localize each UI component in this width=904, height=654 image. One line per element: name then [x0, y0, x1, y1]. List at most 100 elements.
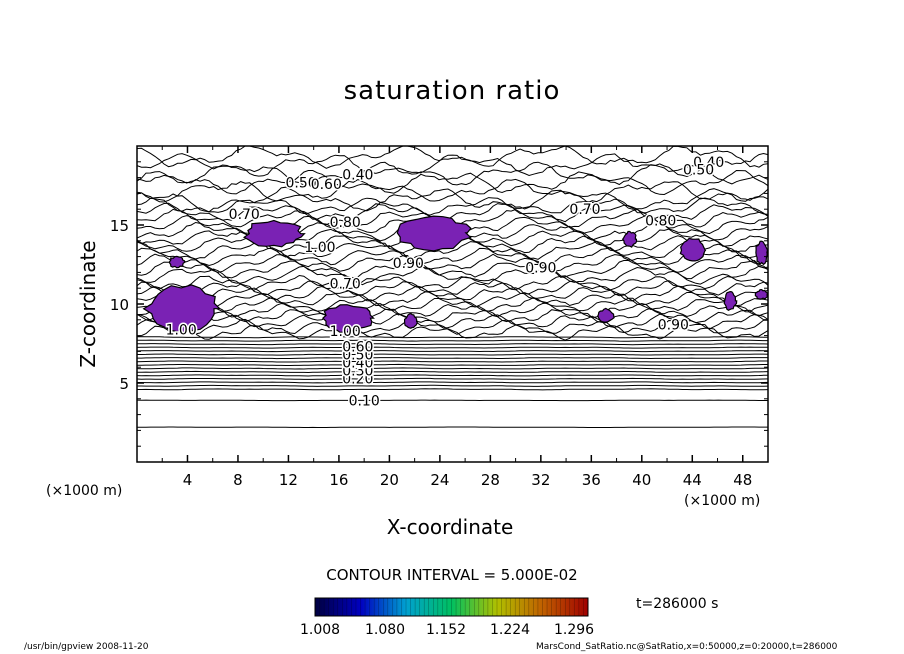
- contour-labels: 0.100.200.300.400.500.600.700.700.80 0.80…: [164, 153, 726, 411]
- supersaturated-region: [142, 284, 222, 334]
- x-axis-title: X-coordinate: [386, 515, 514, 539]
- colorbar-label-4: 1.224: [490, 622, 531, 638]
- contour-line: [136, 152, 769, 178]
- contour-line: [137, 370, 769, 374]
- contour-label: 0.60: [342, 340, 373, 356]
- contour-label: 1.00: [304, 240, 335, 256]
- contour-line: [137, 388, 769, 391]
- contour-label: 0.80: [645, 213, 676, 229]
- y-axis-title: Z-coordinate: [76, 240, 100, 368]
- supersaturated-region: [755, 240, 769, 266]
- contour-line: [136, 291, 769, 308]
- x-tick-label: 44: [683, 471, 702, 489]
- contour-line: [136, 318, 769, 335]
- contour-label: 0.90: [658, 318, 689, 334]
- supersaturated-region: [322, 304, 375, 333]
- contour-line: [136, 274, 769, 291]
- contour-line: [136, 247, 769, 267]
- x-tick-label: 48: [733, 471, 752, 489]
- x-tick-label: 28: [481, 471, 500, 489]
- chart-title: saturation ratio: [343, 76, 561, 106]
- contour-label: 0.90: [393, 256, 424, 272]
- supersaturated-region: [404, 312, 418, 329]
- contour-line: [136, 399, 768, 402]
- y-tick-label: 5: [119, 375, 129, 393]
- contour-label: 0.50: [683, 163, 714, 179]
- contour-line: [136, 346, 768, 349]
- contour-label: 0.10: [349, 393, 380, 409]
- supersaturated-region: [396, 215, 472, 252]
- y-tick-label: 15: [110, 217, 129, 235]
- contour-label: 1.00: [166, 322, 197, 338]
- supersaturated-region: [168, 255, 187, 269]
- contour-label: 0.90: [525, 261, 556, 277]
- footer-program: /usr/bin/gpview 2008-11-20: [24, 642, 149, 652]
- contour-label: 1.00: [330, 324, 361, 340]
- contour-line: [136, 169, 769, 196]
- contour-label: 0.40: [342, 355, 373, 371]
- colorbar: [314, 597, 589, 617]
- contour-line: [136, 285, 769, 302]
- x-tick-label: 20: [380, 471, 399, 489]
- x-tick-label: 16: [329, 471, 348, 489]
- contour-line: [136, 253, 769, 273]
- contour-line: [137, 357, 768, 360]
- x-tick-label: 40: [632, 471, 651, 489]
- contour-line: [136, 377, 769, 380]
- contour-label: 0.70: [229, 207, 260, 223]
- contour-line: [136, 336, 768, 339]
- contour-label: 0.70: [569, 202, 600, 218]
- contour-label: 0.60: [311, 177, 342, 193]
- contour-label: 0.50: [342, 348, 373, 364]
- contour-line: [136, 360, 768, 363]
- contour-line: [136, 280, 769, 297]
- footer-source: MarsCond_SatRatio.nc@SatRatio,x=0:50000,…: [536, 642, 838, 652]
- colorbar-label-5: 1.296: [554, 622, 595, 638]
- contour-label: 0.40: [342, 167, 373, 183]
- contour-line: [136, 367, 769, 370]
- contour-line: [137, 381, 769, 384]
- contour-line: [136, 259, 769, 280]
- filled-regions: [142, 215, 769, 334]
- x-tick-label: 8: [233, 471, 243, 489]
- contour-line: [136, 186, 769, 213]
- contour-lines: [136, 145, 769, 428]
- contour-label: 0.70: [330, 276, 361, 292]
- contour-label: 0.20: [342, 371, 373, 387]
- supersaturated-region: [242, 219, 306, 248]
- contour-line: [137, 363, 768, 366]
- contour-interval-label: CONTOUR INTERVAL = 5.000E-02: [326, 566, 578, 584]
- contour-line: [136, 161, 769, 186]
- contour-line: [136, 339, 768, 342]
- contour-line: [137, 384, 769, 387]
- time-label: t=286000 s: [636, 596, 719, 612]
- contour-line: [136, 307, 769, 325]
- contour-label: 0.80: [330, 215, 361, 231]
- contour-line: [136, 197, 769, 216]
- colorbar-label-1: 1.008: [300, 622, 341, 638]
- contour-line: [136, 343, 769, 346]
- y-tick-label: 10: [110, 296, 129, 314]
- x-tick-label: 36: [582, 471, 601, 489]
- contour-line: [136, 324, 769, 341]
- contour-label: 0.30: [342, 363, 373, 379]
- x-tick-label: 32: [531, 471, 550, 489]
- supersaturated-region: [621, 230, 638, 248]
- contour-line: [136, 296, 769, 313]
- contour-label: 0.50: [285, 175, 316, 191]
- x-tick-label: 4: [183, 471, 193, 489]
- supersaturated-region: [597, 307, 615, 323]
- contour-line: [137, 302, 769, 319]
- colorbar-label-3: 1.152: [426, 622, 467, 638]
- contour-line: [137, 426, 768, 428]
- contour-line: [136, 265, 769, 286]
- contour-line: [137, 353, 769, 356]
- x-unit-label-right: (×1000 m): [684, 493, 761, 509]
- contour-label: 0.40: [693, 155, 724, 171]
- contour-line: [136, 350, 769, 353]
- contour-line: [136, 240, 769, 260]
- supersaturated-region: [723, 290, 738, 312]
- x-tick-label: 12: [279, 471, 298, 489]
